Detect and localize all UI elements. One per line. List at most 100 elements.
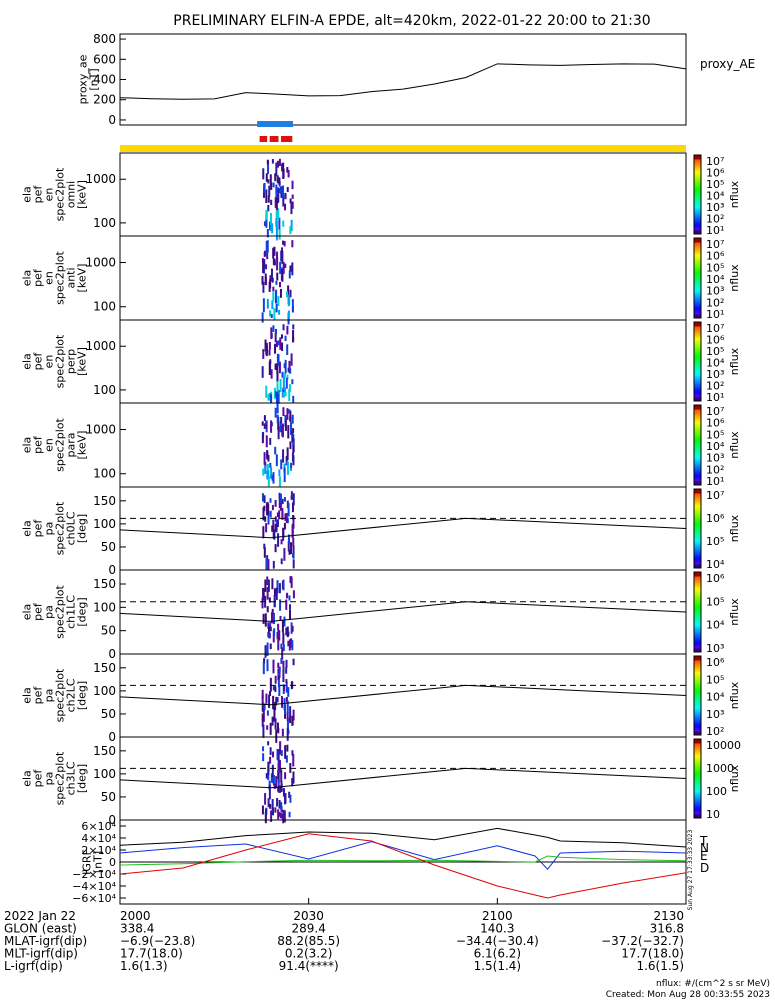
colorbar-cell (694, 188, 701, 192)
spectrogram-streak (290, 622, 293, 634)
colorbar-cell (694, 200, 701, 203)
y-tick-label: 100 (93, 600, 116, 614)
colorbar-tick-label: 10² (706, 213, 724, 226)
y-tick-label: 50 (101, 790, 116, 804)
colorbar-cell (694, 717, 701, 720)
spectrogram-streak (289, 410, 292, 422)
spectrogram-streak (262, 746, 265, 752)
footer-row-value: 2100 (482, 909, 513, 923)
colorbar-cell (694, 508, 701, 512)
spectrogram-streak (277, 533, 280, 547)
spectrogram-streak (275, 391, 278, 403)
colorbar-tick-label: 10⁷ (706, 155, 724, 168)
colorbar-cell (694, 691, 701, 695)
colorbar-cell (694, 542, 701, 545)
spectrogram-streak (279, 337, 282, 350)
spectrogram-streak (277, 637, 280, 651)
spectrogram-streak (270, 773, 273, 783)
colorbar-cell (694, 206, 701, 209)
spectrogram-streak (269, 803, 272, 809)
colorbar-cell (694, 574, 701, 577)
spectrogram-streak (270, 394, 273, 403)
spectrogram-streak (282, 407, 285, 417)
spectrogram-streak (291, 715, 294, 726)
colorbar-tick-label: 10⁴ (706, 619, 725, 632)
colorbar-cell (694, 359, 701, 362)
colorbar-tick-label: 10¹ (706, 391, 724, 404)
y-tick-label: 800 (93, 32, 116, 46)
colorbar-tick-label: 10³ (706, 452, 724, 465)
spectrogram-streak (262, 262, 265, 274)
spectrogram-streak (275, 696, 278, 703)
colorbar-cell (694, 274, 701, 277)
spectrogram-streak (292, 445, 295, 454)
colorbar-cell (694, 419, 701, 422)
colorbar-cell (694, 618, 701, 621)
colorbar-label: nflux (728, 347, 741, 375)
spectrogram-streak (290, 202, 293, 215)
colorbar-cell (694, 323, 701, 327)
spectrogram-streak (288, 609, 291, 620)
colorbar-cell (694, 240, 701, 243)
colorbar-cell (694, 459, 701, 462)
colorbar-cell (694, 526, 701, 529)
colorbar-cell (694, 284, 701, 287)
colorbar-cell (694, 437, 701, 440)
spectrogram-streak (271, 764, 274, 778)
colorbar-cell (694, 522, 701, 526)
colorbar-cell (694, 596, 701, 599)
spectrogram-streak (274, 197, 277, 208)
colorbar-cell (694, 202, 701, 205)
proxy-ae-ylabel: proxy_ae (77, 54, 90, 104)
colorbar-cell (694, 566, 701, 569)
spectrogram-streak (286, 517, 289, 524)
spectrogram-streak (265, 773, 268, 779)
colorbar-cell (694, 504, 701, 508)
spectrogram-streak (272, 325, 275, 332)
spectrogram-streak (290, 638, 293, 648)
spectrogram-streak (277, 772, 280, 783)
spectrogram-streak (266, 471, 269, 480)
spectrogram-streak (267, 559, 270, 571)
y-tick-label: 1000 (85, 339, 116, 353)
footer-row-value: 2030 (293, 909, 324, 923)
colorbar-tick-label: 10⁵ (706, 673, 724, 686)
colorbar-cell (694, 306, 701, 309)
colorbar-cell (694, 816, 701, 819)
colorbar-tick-label: 100 (706, 785, 727, 798)
spectrogram-streak (272, 560, 275, 569)
spectrogram-streak (290, 577, 293, 588)
colorbar-cell (694, 254, 701, 257)
colorbar-cell (694, 550, 701, 553)
colorbar-cell (694, 703, 701, 706)
colorbar-cell (694, 170, 701, 174)
colorbar-cell (694, 729, 701, 732)
spectrogram-streak (283, 548, 286, 561)
colorbar-tick-label: 10 (706, 808, 720, 821)
spectrogram-streak (292, 771, 295, 784)
spectrogram-streak (269, 310, 272, 317)
spectrogram-streak (288, 549, 291, 555)
colorbar-cell (694, 172, 701, 176)
spectrogram-ylabel: pef (32, 268, 45, 287)
spectrogram-streak (264, 613, 267, 627)
spectrogram-ylabel: spec2plot (54, 501, 67, 555)
spectrogram-streak (277, 675, 280, 681)
colorbar-cell (694, 355, 701, 359)
spectrogram-streak (292, 537, 295, 547)
spectrogram-streak (264, 339, 267, 352)
spectrogram-streak (277, 623, 280, 631)
spectrogram-streak (278, 666, 281, 673)
spectrogram-streak (274, 407, 277, 418)
footer-row-label: GLON (east) (4, 922, 77, 936)
spectrogram-streak (282, 644, 285, 652)
footer-row-value: 2130 (653, 909, 684, 923)
colorbar-cell (694, 598, 701, 601)
colorbar-cell (694, 538, 701, 541)
colorbar-cell (694, 385, 701, 388)
spectrogram-streak (266, 555, 269, 561)
footer-row-value: 1.5(1.4) (474, 959, 522, 973)
colorbar-cell (694, 685, 701, 689)
spectrogram-streak (286, 344, 289, 356)
colorbar-cell (694, 224, 701, 227)
